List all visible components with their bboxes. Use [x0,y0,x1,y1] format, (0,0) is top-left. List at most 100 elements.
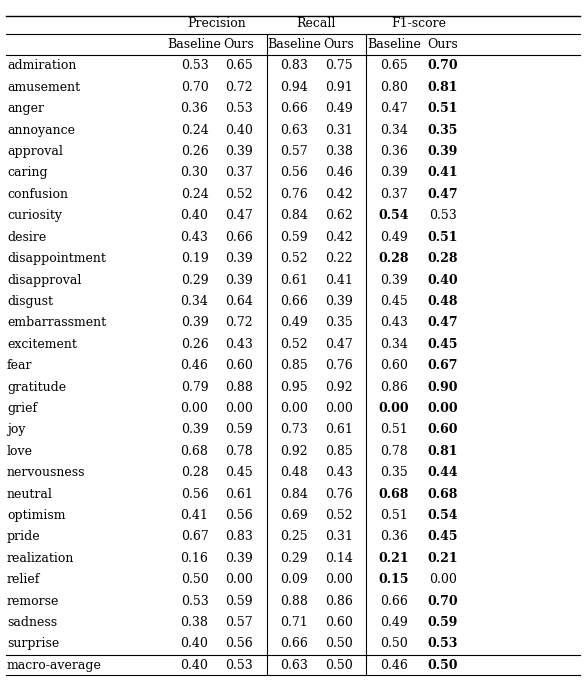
Text: 0.00: 0.00 [280,402,308,415]
Text: Ours: Ours [224,38,254,51]
Text: 0.41: 0.41 [180,509,209,522]
Text: 0.36: 0.36 [180,103,209,115]
Text: 0.60: 0.60 [225,359,253,372]
Text: 0.31: 0.31 [325,124,353,137]
Text: pride: pride [7,530,40,544]
Text: 0.42: 0.42 [325,230,353,244]
Text: 0.57: 0.57 [225,616,253,629]
Text: 0.00: 0.00 [180,402,209,415]
Text: 0.92: 0.92 [280,444,308,458]
Text: relief: relief [7,573,40,586]
Text: 0.68: 0.68 [379,488,409,501]
Text: 0.66: 0.66 [280,295,308,308]
Text: 0.39: 0.39 [380,274,408,286]
Text: 0.48: 0.48 [428,295,458,308]
Text: 0.25: 0.25 [280,530,308,544]
Text: 0.53: 0.53 [429,209,457,222]
Text: 0.61: 0.61 [325,423,353,436]
Text: 0.40: 0.40 [180,659,209,672]
Text: 0.50: 0.50 [325,659,353,672]
Text: 0.92: 0.92 [325,380,353,394]
Text: 0.34: 0.34 [380,124,408,137]
Text: joy: joy [7,423,26,436]
Text: 0.51: 0.51 [380,509,408,522]
Text: 0.09: 0.09 [280,573,308,586]
Text: 0.43: 0.43 [180,230,209,244]
Text: remorse: remorse [7,594,59,608]
Text: disapproval: disapproval [7,274,81,286]
Text: 0.59: 0.59 [428,616,458,629]
Text: 0.65: 0.65 [225,59,253,72]
Text: 0.28: 0.28 [379,252,409,265]
Text: 0.49: 0.49 [280,316,308,330]
Text: fear: fear [7,359,33,372]
Text: admiration: admiration [7,59,76,72]
Text: 0.62: 0.62 [325,209,353,222]
Text: 0.39: 0.39 [225,274,253,286]
Text: 0.71: 0.71 [280,616,308,629]
Text: 0.60: 0.60 [325,616,353,629]
Text: 0.24: 0.24 [180,188,209,201]
Text: 0.83: 0.83 [225,530,253,544]
Text: Recall: Recall [297,17,336,30]
Text: 0.28: 0.28 [180,466,209,479]
Text: annoyance: annoyance [7,124,75,137]
Text: 0.76: 0.76 [325,488,353,501]
Text: 0.36: 0.36 [380,530,408,544]
Text: 0.67: 0.67 [428,359,458,372]
Text: 0.39: 0.39 [225,552,253,565]
Text: 0.73: 0.73 [280,423,308,436]
Text: 0.51: 0.51 [428,103,458,115]
Text: 0.59: 0.59 [225,594,253,608]
Text: anger: anger [7,103,44,115]
Text: 0.47: 0.47 [225,209,253,222]
Text: 0.43: 0.43 [325,466,353,479]
Text: excitement: excitement [7,338,77,351]
Text: 0.95: 0.95 [280,380,308,394]
Text: 0.53: 0.53 [225,103,253,115]
Text: 0.00: 0.00 [325,402,353,415]
Text: 0.70: 0.70 [428,59,458,72]
Text: 0.52: 0.52 [280,252,308,265]
Text: 0.36: 0.36 [380,145,408,158]
Text: 0.39: 0.39 [225,252,253,265]
Text: 0.66: 0.66 [280,103,308,115]
Text: 0.43: 0.43 [225,338,253,351]
Text: 0.52: 0.52 [280,338,308,351]
Text: 0.28: 0.28 [428,252,458,265]
Text: 0.29: 0.29 [280,552,308,565]
Text: curiosity: curiosity [7,209,62,222]
Text: 0.51: 0.51 [428,230,458,244]
Text: 0.43: 0.43 [380,316,408,330]
Text: 0.52: 0.52 [325,509,353,522]
Text: 0.21: 0.21 [428,552,458,565]
Text: 0.47: 0.47 [380,103,408,115]
Text: 0.39: 0.39 [428,145,458,158]
Text: 0.52: 0.52 [225,188,253,201]
Text: 0.84: 0.84 [280,488,308,501]
Text: 0.35: 0.35 [428,124,458,137]
Text: 0.47: 0.47 [325,338,353,351]
Text: 0.79: 0.79 [180,380,209,394]
Text: Precision: Precision [188,17,246,30]
Text: 0.63: 0.63 [280,124,308,137]
Text: 0.66: 0.66 [280,638,308,650]
Text: 0.41: 0.41 [325,274,353,286]
Text: 0.39: 0.39 [225,145,253,158]
Text: 0.59: 0.59 [225,423,253,436]
Text: 0.76: 0.76 [325,359,353,372]
Text: nervousness: nervousness [7,466,86,479]
Text: 0.49: 0.49 [380,230,408,244]
Text: 0.53: 0.53 [180,594,209,608]
Text: 0.41: 0.41 [428,166,458,180]
Text: 0.53: 0.53 [180,59,209,72]
Text: 0.15: 0.15 [379,573,409,586]
Text: 0.54: 0.54 [428,509,458,522]
Text: 0.76: 0.76 [280,188,308,201]
Text: 0.44: 0.44 [428,466,458,479]
Text: neutral: neutral [7,488,53,501]
Text: 0.53: 0.53 [428,638,458,650]
Text: love: love [7,444,33,458]
Text: 0.88: 0.88 [225,380,253,394]
Text: 0.37: 0.37 [380,188,408,201]
